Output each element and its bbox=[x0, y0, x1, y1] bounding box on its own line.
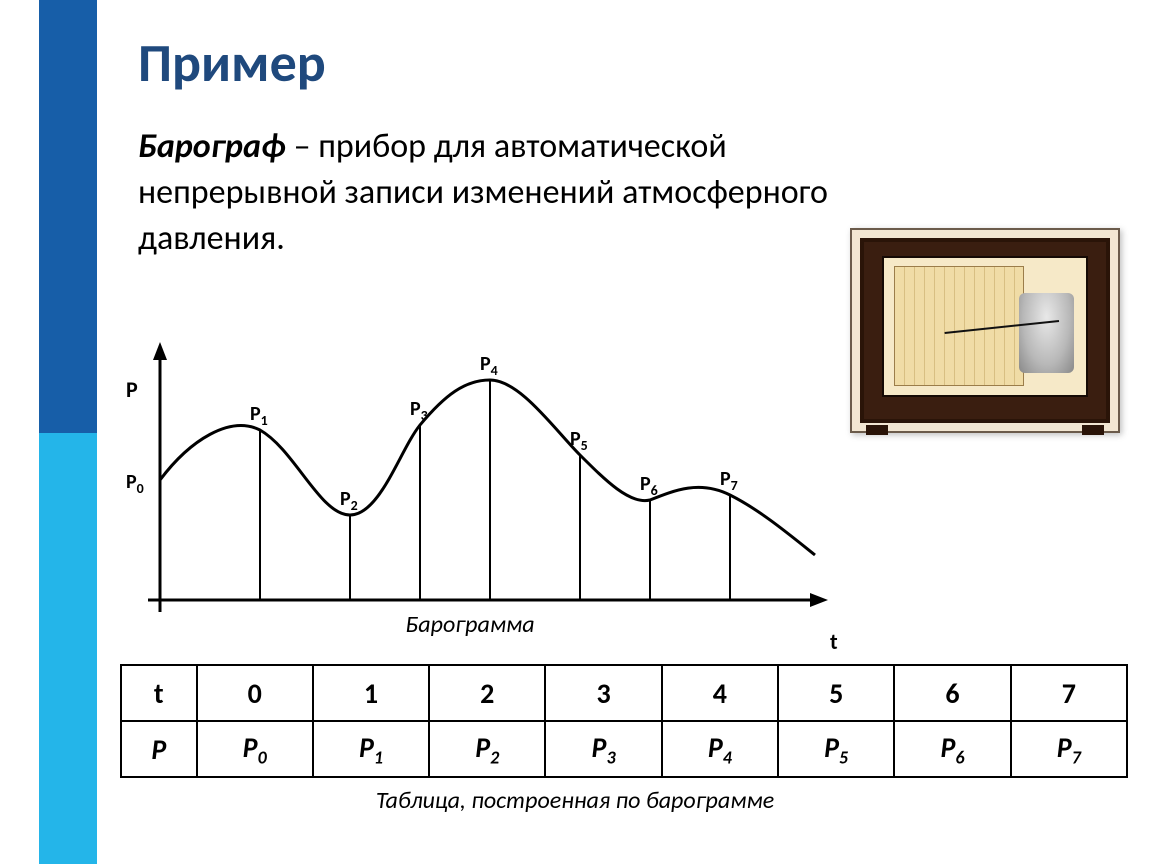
table-header-cell: 1 bbox=[313, 665, 429, 721]
table-header-cell: 2 bbox=[429, 665, 545, 721]
table-value-cell: P6 bbox=[894, 721, 1010, 777]
table-value-cell: P2 bbox=[429, 721, 545, 777]
y-axis-label: P bbox=[126, 376, 138, 403]
device-mechanism bbox=[1019, 293, 1074, 373]
sidebar-dark-block bbox=[39, 0, 97, 433]
table-value-cell: P3 bbox=[545, 721, 661, 777]
barograph-illustration bbox=[850, 228, 1120, 433]
table-header-label: t bbox=[121, 665, 197, 721]
point-label: P0 bbox=[126, 470, 144, 497]
data-table: t01234567 PP0P1P2P3P4P5P6P7 bbox=[120, 664, 1128, 778]
table-header-cell: 4 bbox=[662, 665, 778, 721]
table-value-cell: P4 bbox=[662, 721, 778, 777]
slide-title: Пример bbox=[138, 30, 1150, 96]
definition-text: Барограф – прибор для автоматической неп… bbox=[138, 124, 858, 262]
point-label: P1 bbox=[250, 402, 268, 429]
table-header-cell: 5 bbox=[778, 665, 894, 721]
definition-term: Барограф bbox=[138, 126, 286, 167]
table-header-cell: 0 bbox=[197, 665, 313, 721]
table-value-cell: P7 bbox=[1011, 721, 1127, 777]
point-label: P3 bbox=[410, 397, 428, 424]
table-header-cell: 6 bbox=[894, 665, 1010, 721]
table-row-label: P bbox=[121, 721, 197, 777]
point-label: P6 bbox=[640, 472, 658, 499]
table-value-cell: P5 bbox=[778, 721, 894, 777]
point-label: P2 bbox=[340, 487, 358, 514]
table-value-cell: P1 bbox=[313, 721, 429, 777]
slide-content: Пример Барограф – прибор для автоматичес… bbox=[138, 0, 1150, 262]
device-foot bbox=[1082, 425, 1104, 435]
device-case bbox=[860, 238, 1110, 423]
table-value-cell: P0 bbox=[197, 721, 313, 777]
device-glass bbox=[882, 256, 1088, 397]
point-label: P5 bbox=[570, 427, 588, 454]
table-caption: Таблица, построенная по барограмме bbox=[0, 786, 1150, 815]
accent-sidebar bbox=[39, 0, 97, 864]
table-header-cell: 3 bbox=[545, 665, 661, 721]
device-foot bbox=[866, 425, 888, 435]
point-label: P7 bbox=[720, 467, 738, 494]
x-axis-label: t bbox=[830, 628, 838, 655]
table-header-cell: 7 bbox=[1011, 665, 1127, 721]
chart-caption: Барограмма bbox=[405, 610, 534, 639]
point-label: P4 bbox=[480, 352, 498, 379]
